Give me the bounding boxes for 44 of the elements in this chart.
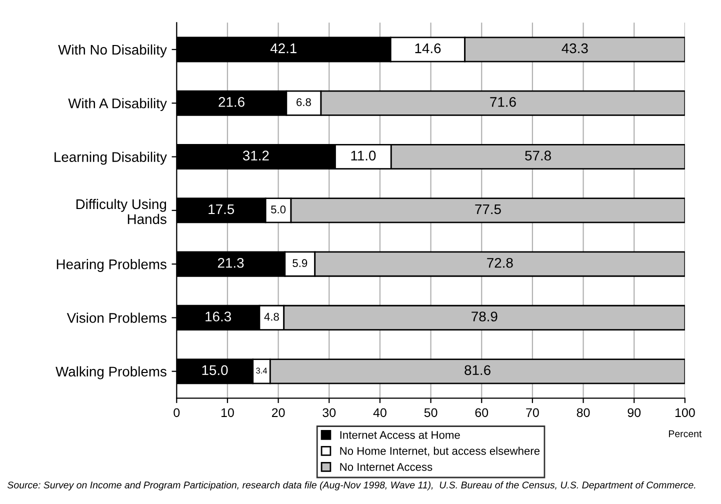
data-label: 14.6 [415, 43, 441, 54]
data-label: 4.8 [264, 312, 279, 321]
data-label: 81.6 [464, 365, 490, 376]
data-label: 78.9 [472, 312, 498, 322]
y-tick-label: Learning Disability [54, 152, 167, 165]
data-label: 17.5 [208, 204, 234, 214]
x-tick-label: 80 [576, 408, 590, 418]
data-label: 21.6 [218, 97, 244, 107]
x-tick-label: 40 [373, 408, 386, 418]
data-label: 77.5 [475, 204, 501, 214]
x-tick-label: 30 [322, 408, 336, 418]
data-label: 16.3 [206, 312, 231, 322]
data-label: 21.3 [218, 258, 244, 268]
data-label: 43.3 [562, 43, 588, 54]
legend-label: Internet Access at Home [340, 431, 460, 439]
x-tick-label: 60 [475, 408, 488, 418]
data-label: 5.9 [292, 259, 308, 268]
data-label: 5.0 [271, 206, 286, 214]
data-label: 31.2 [242, 150, 269, 161]
legend-label: No Internet Access [340, 463, 432, 471]
x-axis-title: Percent [668, 430, 702, 438]
data-label: 6.8 [296, 98, 311, 106]
y-tick-label: Walking Problems [56, 366, 166, 380]
data-label: 57.8 [525, 150, 551, 161]
y-tick-label: Hearing Problems [56, 259, 166, 272]
y-tick-label: With A Disability [68, 98, 167, 112]
data-label: 15.0 [202, 365, 228, 376]
y-tick-label: Difficulty Using Hands [76, 198, 166, 224]
x-tick-label: 50 [424, 408, 438, 418]
data-label: 42.1 [270, 43, 296, 54]
data-label: 3.4 [256, 368, 268, 374]
data-label: 72.8 [487, 258, 513, 268]
x-tick-label: 0 [174, 408, 180, 418]
source-note: Source: Survey on Income and Program Participation, research data file (Aug-Nov 1998, Wave 11), U.S. Bureau of the Census, U.S. Department of Commerce. [7, 481, 696, 490]
x-tick-label: 70 [526, 408, 539, 418]
legend-label: No Home Internet, but access elsewhere [340, 446, 540, 456]
y-tick-label: Vision Problems [66, 312, 166, 323]
x-tick-label: 20 [272, 408, 285, 418]
x-tick-label: 10 [221, 408, 234, 418]
data-label: 71.6 [490, 97, 516, 107]
x-tick-label: 100 [675, 408, 695, 418]
data-label: 11.0 [351, 150, 376, 161]
y-tick-label: With No Disability [58, 44, 167, 58]
x-tick-label: 90 [628, 408, 641, 418]
